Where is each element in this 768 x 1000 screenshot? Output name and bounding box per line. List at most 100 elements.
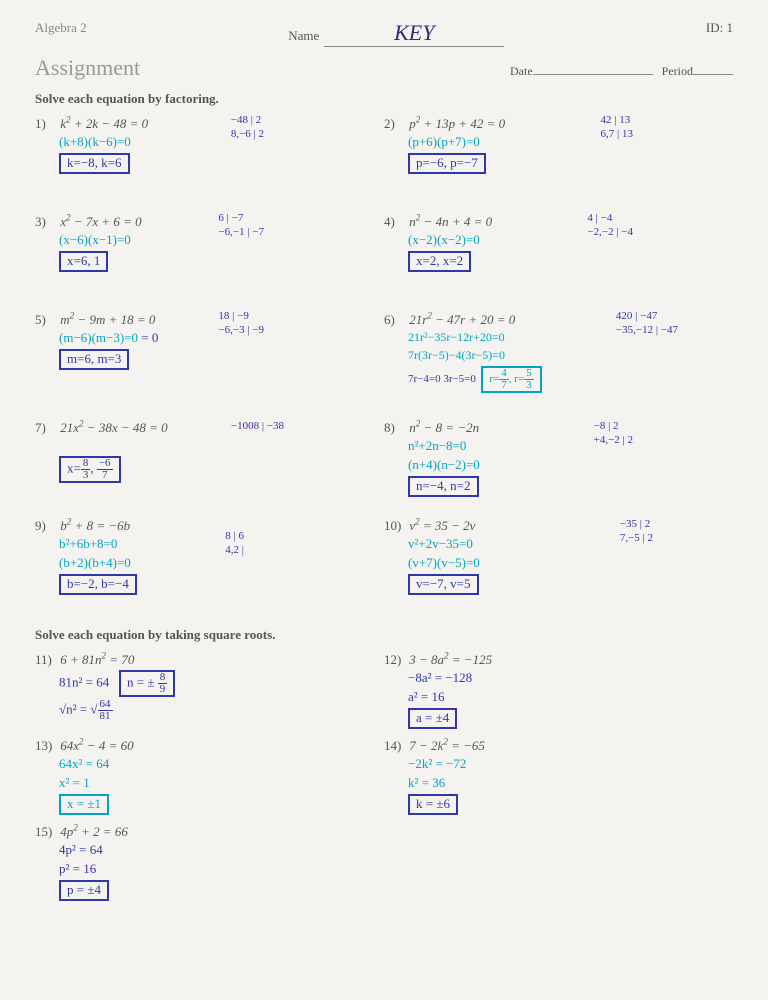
work-line: a² = 16 — [384, 689, 733, 706]
problem-1: 1) k2 + 2k − 48 = 0 −48 | 28,−6 | 2 (k+8… — [35, 115, 384, 205]
answer: x=2, x=2 — [384, 251, 733, 272]
problem-12: 12) 3 − 8a2 = −125 −8a² = −128 a² = 16 a… — [384, 651, 733, 729]
prob-equation: m2 − 9m + 18 = 0 — [60, 312, 155, 327]
prob-equation: p2 + 13p + 42 = 0 — [409, 116, 505, 131]
side-work: −48 | 28,−6 | 2 — [231, 113, 264, 142]
problem-6: 6) 21r2 − 47r + 20 = 0 420 | −47−35,−12 … — [384, 311, 733, 411]
work-line: (p+6)(p+7)=0 — [384, 134, 733, 151]
prob-equation: b2 + 8 = −6b — [60, 518, 130, 533]
answer: k = ±6 — [384, 794, 733, 815]
prob-equation: 3 − 8a2 = −125 — [409, 652, 492, 667]
side-work: −1008 | −38 — [231, 419, 284, 433]
answer: p = ±4 — [35, 880, 384, 901]
problem-11: 11) 6 + 81n2 = 70 81n² = 64 n = ± 89 √n²… — [35, 651, 384, 729]
side-work: −8 | 2+4,−2 | 2 — [594, 419, 633, 448]
work-line: 81n² = 64 n = ± 89 — [35, 670, 384, 697]
prob-num: 13) — [35, 738, 57, 754]
side-work: 18 | −9−6,−3 | −9 — [218, 309, 264, 338]
prob-num: 4) — [384, 214, 406, 230]
prob-num: 6) — [384, 312, 406, 328]
prob-equation: 21x2 − 38x − 48 = 0 — [60, 420, 167, 435]
work-line: n²+2n−8=0 — [384, 438, 733, 455]
side-work: 6 | −7−6,−1 | −7 — [218, 211, 264, 240]
work-line: 7r−4=0 3r−5=0 r=47, r=53 — [384, 366, 733, 393]
problem-8: 8) n2 − 8 = −2n −8 | 2+4,−2 | 2 n²+2n−8=… — [384, 419, 733, 509]
problem-7: 7) 21x2 − 38x − 48 = 0 −1008 | −38 x=83,… — [35, 419, 384, 509]
period-label: Period — [662, 64, 693, 78]
prob-equation: 7 − 2k2 = −65 — [409, 738, 485, 753]
prob-num: 2) — [384, 116, 406, 132]
problem-9: 9) b2 + 8 = −6b 8 | 64,2 | b²+6b+8=0 (b+… — [35, 517, 384, 607]
work-line: (n+4)(n−2)=0 — [384, 457, 733, 474]
work-line: k² = 36 — [384, 775, 733, 792]
problem-4: 4) n2 − 4n + 4 = 0 4 | −4−2,−2 | −4 (x−2… — [384, 213, 733, 303]
course-label: Algebra 2 — [35, 20, 87, 47]
prob-num: 11) — [35, 652, 57, 668]
answer: a = ±4 — [384, 708, 733, 729]
prob-equation: 21r2 − 47r + 20 = 0 — [409, 312, 515, 327]
prob-num: 8) — [384, 420, 406, 436]
work-line: v²+2v−35=0 — [384, 536, 733, 553]
prob-equation: k2 + 2k − 48 = 0 — [60, 116, 148, 131]
prob-equation: x2 − 7x + 6 = 0 — [60, 214, 141, 229]
prob-equation: v2 = 35 − 2v — [409, 518, 475, 533]
prob-num: 5) — [35, 312, 57, 328]
work-line: (x−6)(x−1)=0 — [35, 232, 384, 249]
answer: n=−4, n=2 — [384, 476, 733, 497]
side-work: 420 | −47−35,−12 | −47 — [616, 309, 678, 338]
period-field — [693, 74, 733, 75]
work-line: (b+2)(b+4)=0 — [35, 555, 384, 572]
problem-14: 14) 7 − 2k2 = −65 −2k² = −72 k² = 36 k =… — [384, 737, 733, 815]
prob-num: 14) — [384, 738, 406, 754]
answer: x=6, 1 — [35, 251, 384, 272]
prob-num: 9) — [35, 518, 57, 534]
work-line: (m−6)(m−3)=0 = 0 — [35, 330, 384, 347]
work-line: 64x² = 64 — [35, 756, 384, 773]
work-line: −8a² = −128 — [384, 670, 733, 687]
id-label: ID: 1 — [706, 20, 733, 47]
problem-13: 13) 64x2 − 4 = 60 64x² = 64 x² = 1 x = ±… — [35, 737, 384, 815]
answer: k=−8, k=6 — [35, 153, 384, 174]
work-line: −2k² = −72 — [384, 756, 733, 773]
name-field: KEY — [324, 20, 504, 47]
name-label: Name — [288, 28, 319, 44]
problem-5: 5) m2 − 9m + 18 = 0 18 | −9−6,−3 | −9 (m… — [35, 311, 384, 411]
side-work: 8 | 64,2 | — [225, 529, 244, 558]
date-label: Date — [510, 64, 533, 78]
prob-num: 12) — [384, 652, 406, 668]
side-work: 42 | 136,7 | 13 — [601, 113, 633, 142]
work-line: (k+8)(k−6)=0 — [35, 134, 384, 151]
work-line: b²+6b+8=0 — [35, 536, 384, 553]
work-line: (v+7)(v−5)=0 — [384, 555, 733, 572]
prob-equation: 64x2 − 4 = 60 — [60, 738, 133, 753]
prob-equation: n2 − 8 = −2n — [409, 420, 479, 435]
answer: x = ±1 — [35, 794, 384, 815]
work-line: p² = 16 — [35, 861, 384, 878]
answer: m=6, m=3 — [35, 349, 384, 370]
prob-equation: 6 + 81n2 = 70 — [60, 652, 134, 667]
answer: b=−2, b=−4 — [35, 574, 384, 595]
problem-3: 3) x2 − 7x + 6 = 0 6 | −7−6,−1 | −7 (x−6… — [35, 213, 384, 303]
side-work: −35 | 27,−5 | 2 — [620, 517, 653, 546]
work-line: (x−2)(x−2)=0 — [384, 232, 733, 249]
header-row: Algebra 2 Name KEY ID: 1 — [35, 20, 733, 47]
answer: v=−7, v=5 — [384, 574, 733, 595]
work-line: 21r²−35r−12r+20=0 — [384, 330, 733, 346]
prob-num: 10) — [384, 518, 406, 534]
date-field — [533, 74, 653, 75]
prob-num: 7) — [35, 420, 57, 436]
answer: x=83, −67 — [35, 456, 384, 483]
problem-10: 10) v2 = 35 − 2v −35 | 27,−5 | 2 v²+2v−3… — [384, 517, 733, 607]
problems-section2: 11) 6 + 81n2 = 70 81n² = 64 n = ± 89 √n²… — [35, 651, 733, 909]
problem-2: 2) p2 + 13p + 42 = 0 42 | 136,7 | 13 (p+… — [384, 115, 733, 205]
answer: p=−6, p=−7 — [384, 153, 733, 174]
problem-15: 15) 4p2 + 2 = 66 4p² = 64 p² = 16 p = ±4 — [35, 823, 384, 901]
section1-heading: Solve each equation by factoring. — [35, 91, 733, 107]
problems-section1: 1) k2 + 2k − 48 = 0 −48 | 28,−6 | 2 (k+8… — [35, 115, 733, 615]
prob-equation: 4p2 + 2 = 66 — [60, 824, 128, 839]
name-area: Name KEY — [288, 20, 504, 47]
work-line: 7r(3r−5)−4(3r−5)=0 — [384, 348, 733, 364]
prob-equation: n2 − 4n + 4 = 0 — [409, 214, 492, 229]
work-line: 4p² = 64 — [35, 842, 384, 859]
prob-num: 15) — [35, 824, 57, 840]
